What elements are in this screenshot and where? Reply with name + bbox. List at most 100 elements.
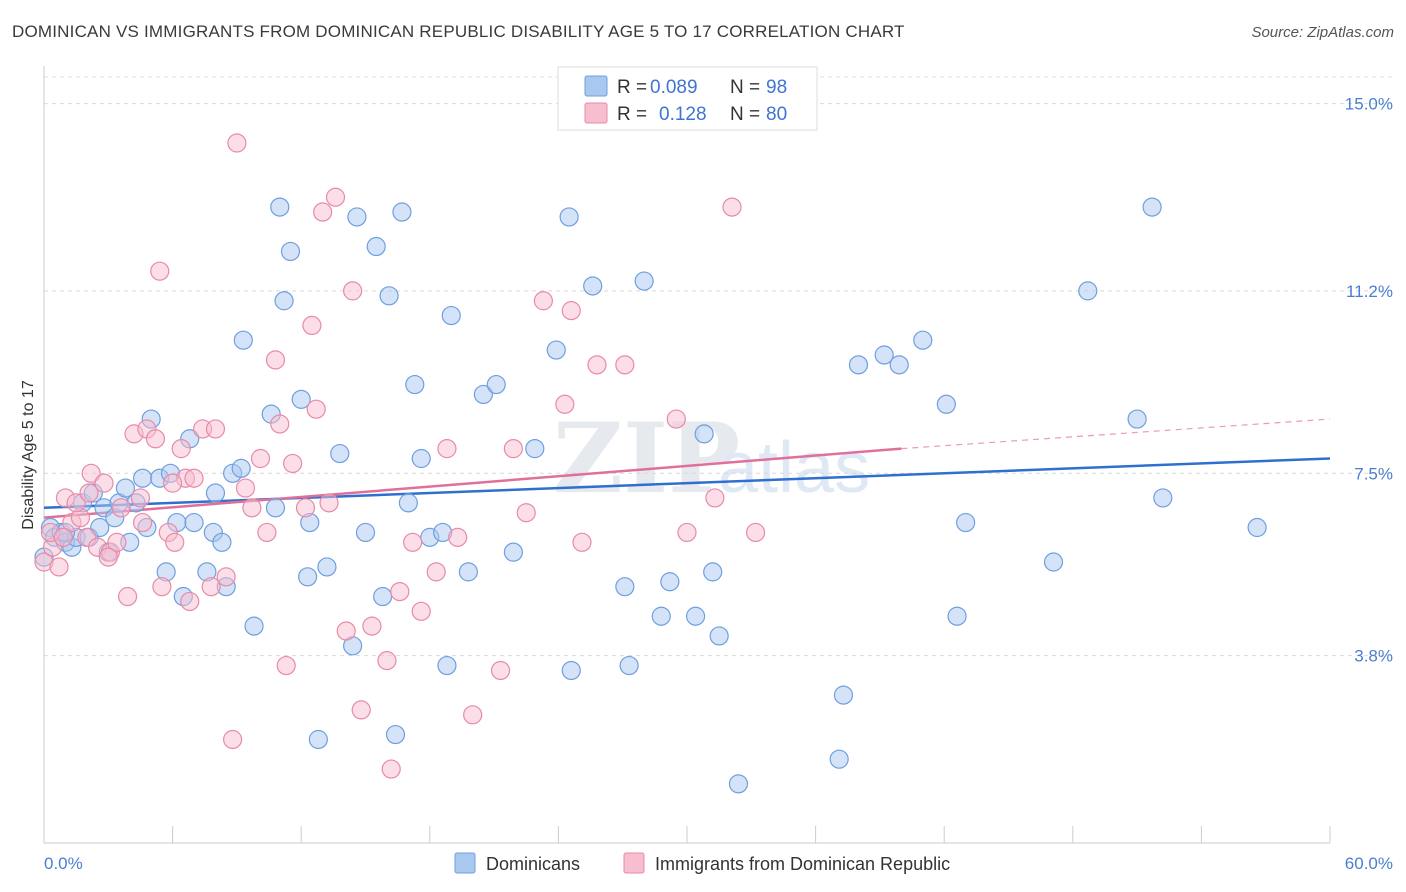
point-immigrants [561,301,581,321]
point-dominicans [703,562,723,582]
point-immigrants [79,483,99,503]
point-dominicans [355,522,376,543]
point-dominicans [634,271,654,291]
legend-n-label-1: N = [730,104,760,125]
point-immigrants [490,660,511,681]
point-dominicans [889,355,909,375]
point-immigrants [171,439,191,459]
point-immigrants [180,591,200,612]
point-immigrants [94,473,114,493]
point-dominicans [274,291,294,311]
point-immigrants [111,498,131,518]
point-immigrants [722,197,742,217]
point-immigrants [516,503,536,523]
point-dominicans [947,606,967,626]
point-dominicans [709,626,729,646]
point-immigrants [705,488,725,508]
point-immigrants [319,493,339,513]
point-immigrants [265,350,286,370]
point-immigrants [572,532,592,552]
point-immigrants [235,478,256,498]
point-dominicans [1127,409,1147,429]
point-dominicans [366,236,386,257]
point-immigrants [437,439,457,459]
point-dominicans [298,567,318,587]
point-immigrants [403,532,423,552]
point-dominicans [848,355,869,375]
legend-r-label-0: R = [617,77,647,98]
point-immigrants [351,700,371,720]
point-immigrants [390,581,410,602]
bottom-legend-label-immigrants: Immigrants from Dominican Republic [655,854,950,874]
point-immigrants [426,562,446,582]
point-dominicans [347,207,367,227]
legend-box: R = 0.089 N = 98 R = 0.128 N = 80 [557,66,818,131]
point-immigrants [306,399,326,419]
point-dominicans [1153,488,1173,508]
point-immigrants [227,133,247,153]
point-dominicans [265,498,286,518]
point-immigrants [81,463,101,483]
point-dominicans [132,468,153,488]
chart-title: DOMINICAN VS IMMIGRANTS FROM DOMINICAN R… [12,22,905,41]
point-immigrants [130,488,151,508]
point-dominicans [833,685,854,705]
point-immigrants [325,187,346,207]
point-immigrants [555,394,575,414]
point-dominicans [525,439,545,459]
point-dominicans [1247,517,1267,538]
point-dominicans [392,202,412,222]
point-immigrants [587,355,607,375]
point-dominicans [231,458,251,478]
point-dominicans [660,572,680,592]
point-dominicans [615,577,635,597]
y-tick-label: 3.8% [1354,647,1393,666]
point-immigrants [132,512,153,533]
point-immigrants [163,473,183,493]
y-tick-label: 15.0% [1345,95,1393,114]
source-credit: Source: ZipAtlas.com [1251,24,1394,41]
point-dominicans [956,512,976,533]
point-dominicans [486,374,506,395]
point-dominicans [317,557,337,577]
point-immigrants [49,557,69,577]
point-immigrants [666,409,686,429]
legend-swatch-dominicans [584,75,608,97]
point-dominicans [280,241,301,262]
point-immigrants [184,468,204,488]
trend-line-immigrants-extension [901,418,1331,450]
legend-r-value-0: 0.089 [650,77,698,98]
legend-n-label-0: N = [730,77,760,98]
point-immigrants [250,448,271,469]
point-dominicans [694,424,714,444]
point-immigrants [448,527,468,547]
point-immigrants [533,291,553,311]
point-dominicans [913,330,933,350]
x-tick-label-min: 0.0% [44,854,83,873]
y-tick-label: 7.5% [1354,464,1393,483]
data-points [34,133,1267,794]
point-dominicans [441,305,461,326]
trend-line-immigrants [43,447,902,519]
legend-n-value-1: 80 [766,104,787,125]
point-dominicans [115,478,136,498]
point-dominicans [244,616,264,636]
point-dominicans [874,345,894,365]
legend-r-value-1: 0.128 [659,104,707,125]
point-dominicans [212,532,232,552]
point-dominicans [619,655,639,676]
point-immigrants [381,759,401,779]
point-immigrants [503,439,523,459]
point-dominicans [405,374,425,395]
point-immigrants [677,522,697,543]
point-immigrants [205,419,226,439]
point-dominicans [184,512,204,533]
point-dominicans [1043,552,1064,572]
point-dominicans [1078,281,1098,301]
point-immigrants [313,202,333,222]
point-immigrants [295,498,316,518]
x-tick-label-max: 60.0% [1345,854,1393,873]
point-dominicans [291,389,311,409]
point-immigrants [117,586,138,607]
point-dominicans [90,517,110,538]
